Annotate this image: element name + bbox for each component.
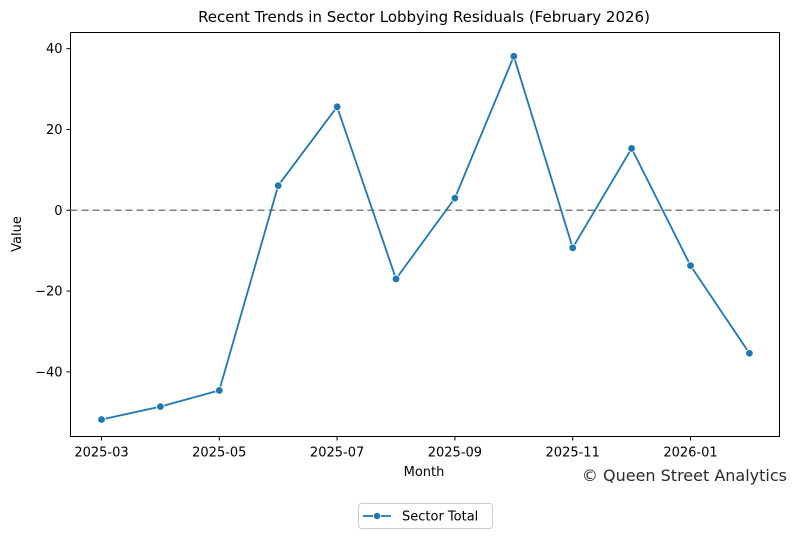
legend: Sector Total xyxy=(358,503,493,529)
series-sector-total xyxy=(97,52,754,424)
x-tick-label: 2026-01 xyxy=(663,446,717,461)
data-point xyxy=(332,102,342,112)
data-point xyxy=(97,415,106,424)
plot-area-border xyxy=(70,32,780,437)
y-tick-label: −20 xyxy=(35,285,62,300)
data-point xyxy=(391,274,401,284)
x-tick-label: 2025-11 xyxy=(546,446,600,461)
x-tick-label: 2025-09 xyxy=(428,446,482,461)
x-tick-label: 2025-03 xyxy=(74,446,128,461)
chart-title: Recent Trends in Sector Lobbying Residua… xyxy=(198,8,650,26)
data-point xyxy=(745,349,754,358)
legend-box xyxy=(358,503,493,529)
data-point xyxy=(450,193,460,203)
data-point xyxy=(509,52,518,61)
y-tick-label: 20 xyxy=(46,123,63,138)
y-axis-title: Value xyxy=(10,216,25,252)
legend-marker xyxy=(372,512,381,521)
y-tick-label: 0 xyxy=(54,204,62,219)
y-tick-label: 40 xyxy=(46,42,63,57)
watermark-text: © Queen Street Analytics xyxy=(582,466,787,485)
x-tick-label: 2025-05 xyxy=(192,446,246,461)
data-point xyxy=(568,243,577,253)
data-point xyxy=(627,144,636,153)
y-axis: 40 20 0 −20 −40 xyxy=(35,42,71,380)
x-tick-label: 2025-07 xyxy=(310,446,364,461)
data-point xyxy=(274,181,283,190)
data-point xyxy=(215,386,224,395)
x-axis: 2025-03 2025-05 2025-07 2025-09 2025-11 2026-… xyxy=(74,436,718,461)
data-point xyxy=(156,402,165,411)
y-tick-label: −40 xyxy=(35,365,62,380)
data-point xyxy=(686,261,695,270)
legend-label-sector-total: Sector Total xyxy=(402,510,478,525)
plot-area xyxy=(70,32,780,437)
x-axis-title: Month xyxy=(404,465,445,480)
series-line xyxy=(101,55,751,421)
